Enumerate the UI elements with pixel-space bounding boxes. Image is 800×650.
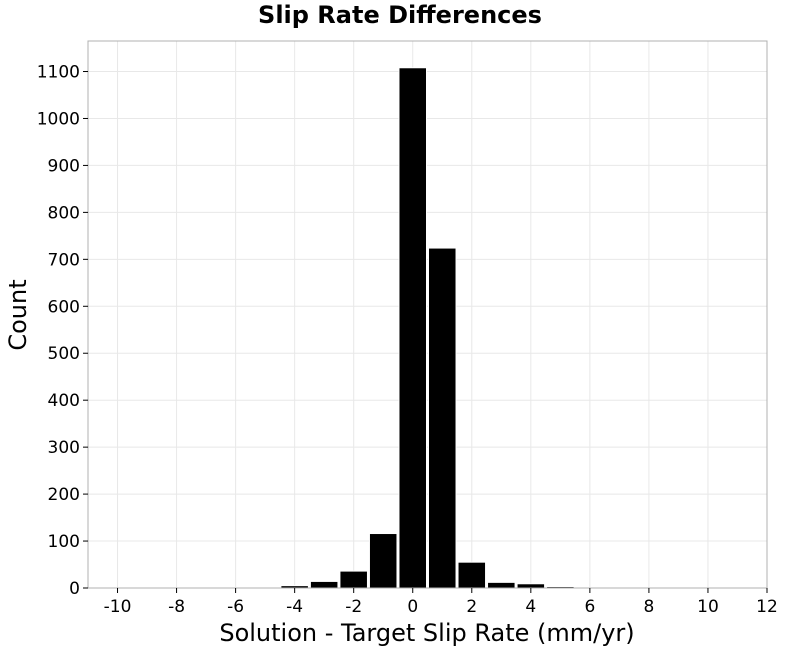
y-tick-label: 0 — [69, 579, 80, 599]
y-tick-label: 400 — [48, 391, 80, 411]
grid-lines — [88, 41, 767, 588]
x-tick-label: 0 — [407, 597, 418, 617]
x-tick-label: 4 — [525, 597, 536, 617]
x-tick-label: 6 — [584, 597, 595, 617]
x-tick-label: 12 — [756, 597, 778, 617]
y-tick-label: 500 — [48, 344, 80, 364]
y-tick-label: 300 — [48, 438, 80, 458]
histogram-bar — [516, 583, 546, 589]
y-tick-label: 900 — [48, 156, 80, 176]
y-tick-label: 200 — [48, 485, 80, 505]
y-tick-label: 1000 — [37, 109, 80, 129]
histogram-bar — [398, 67, 428, 589]
x-tick-label: 8 — [643, 597, 654, 617]
histogram-bar — [457, 561, 487, 589]
histogram-bar — [309, 580, 339, 589]
x-tick-label: -6 — [227, 597, 244, 617]
histogram-bar — [428, 247, 457, 589]
y-tick-label: 1100 — [37, 63, 80, 83]
x-axis-label: Solution - Target Slip Rate (mm/yr) — [219, 619, 634, 647]
x-tick-label: -2 — [345, 597, 362, 617]
y-tick-label: 100 — [48, 532, 80, 552]
x-tick-label: -8 — [168, 597, 185, 617]
histogram-bar — [368, 533, 398, 589]
y-axis-ticks: 0 100 200 300 400 500 600 700 800 900 1000 1100 — [37, 63, 88, 599]
x-axis-ticks: -10 -8 -6 -4 -2 0 2 4 6 8 10 12 — [104, 588, 778, 617]
y-axis-label: Count — [4, 279, 32, 350]
x-tick-label: 10 — [697, 597, 719, 617]
y-tick-label: 800 — [48, 203, 80, 223]
y-tick-label: 700 — [48, 250, 80, 270]
histogram-bars — [221, 67, 634, 589]
chart-title: Slip Rate Differences — [258, 1, 542, 29]
plot-frame — [87, 40, 768, 589]
x-tick-label: 2 — [466, 597, 477, 617]
histogram-bar — [339, 570, 368, 589]
y-tick-label: 600 — [48, 297, 80, 317]
histogram-bar — [487, 581, 516, 589]
x-tick-label: -10 — [104, 597, 132, 617]
x-tick-label: -4 — [286, 597, 303, 617]
